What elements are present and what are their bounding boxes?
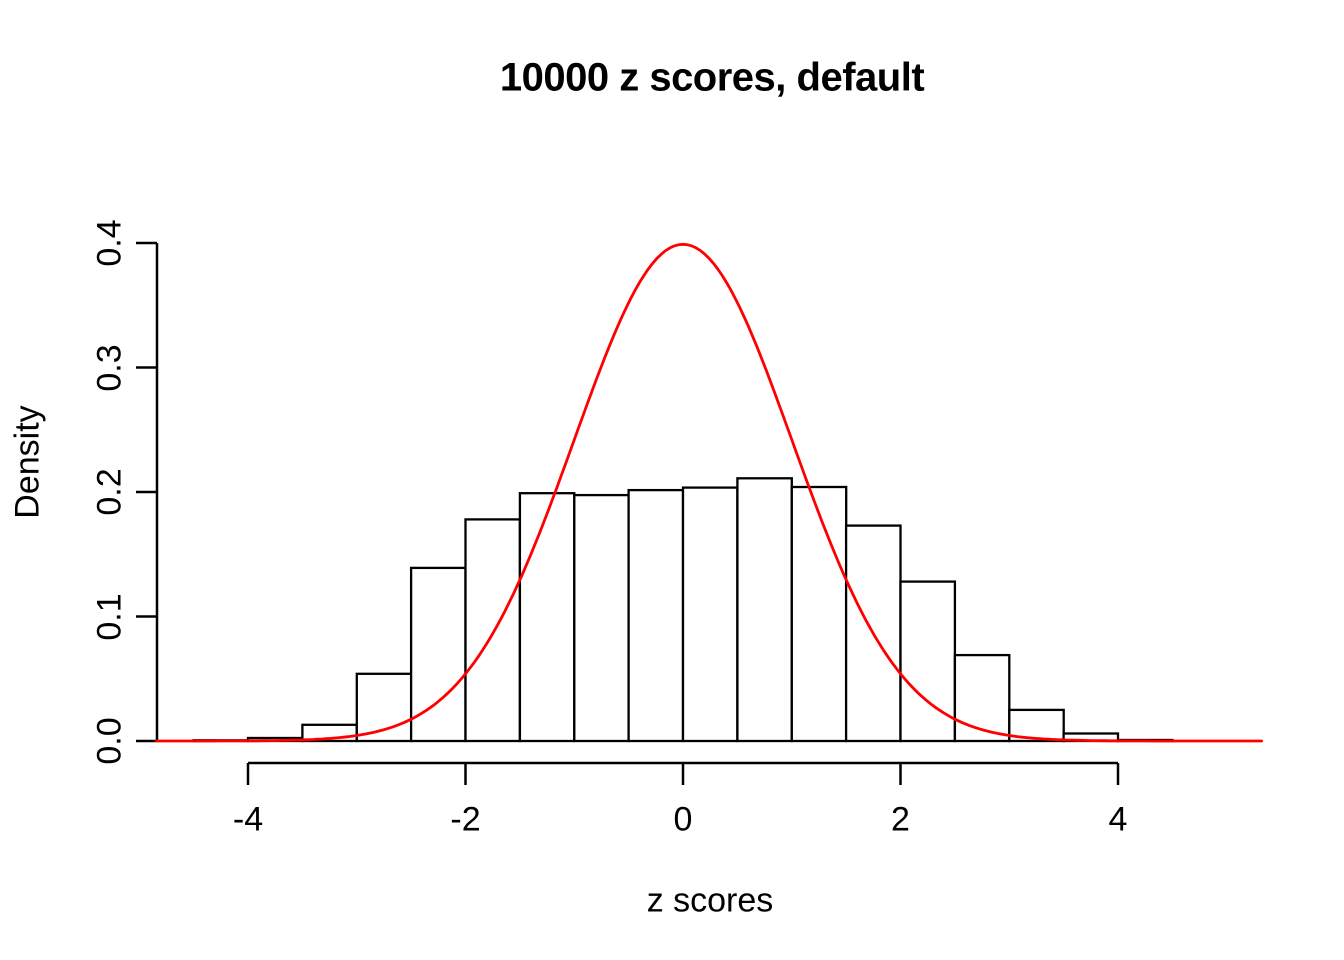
histogram-bar	[627, 488, 685, 743]
histogram-bar	[518, 492, 576, 743]
y-tick-label: 0.1	[90, 592, 129, 641]
chart-title: 10000 z scores, default	[499, 55, 925, 100]
histogram-bar	[681, 486, 739, 743]
x-tick-label: -2	[450, 800, 481, 839]
x-tick-label: -4	[232, 800, 264, 839]
y-tick-label: 0.0	[90, 717, 129, 765]
histogram-bar	[790, 485, 848, 743]
histogram-bar	[573, 493, 630, 743]
x-tick-label: 2	[891, 800, 910, 839]
histogram-bar	[953, 653, 1011, 743]
y-axis-label: Density	[8, 405, 47, 519]
y-tick-label: 0.2	[90, 468, 129, 516]
y-tick-label: 0.3	[90, 343, 129, 392]
histogram-bar	[409, 566, 467, 743]
x-axis-label: z scores	[646, 881, 774, 920]
x-tick-label: 0	[673, 800, 693, 839]
normal-curve	[155, 242, 1263, 743]
y-tick-label: 0.4	[90, 219, 129, 267]
histogram-bar	[899, 580, 957, 743]
histogram-bar	[464, 518, 522, 743]
histogram-bar	[736, 477, 793, 743]
x-tick-label: 4	[1108, 800, 1128, 839]
